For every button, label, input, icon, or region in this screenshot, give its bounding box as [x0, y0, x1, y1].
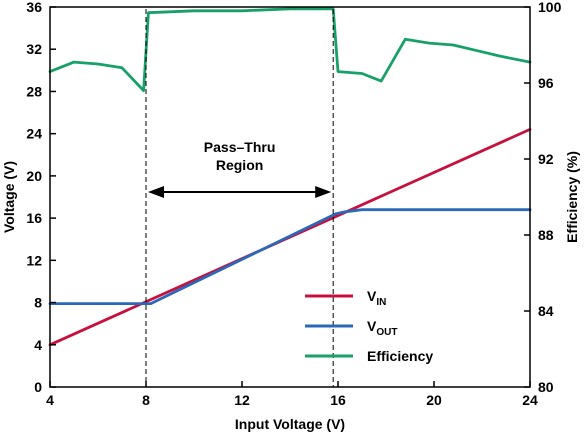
y-tick-label-left: 24 — [26, 126, 42, 142]
y-tick-label-left: 20 — [26, 168, 42, 184]
y-tick-label-right: 88 — [538, 227, 554, 243]
axis-ticks — [49, 6, 531, 388]
y-tick-label-left: 0 — [34, 379, 42, 395]
y-tick-label-left: 28 — [26, 83, 42, 99]
legend-label-vin: VIN — [367, 288, 386, 308]
pass-thru-region-lines — [145, 9, 334, 387]
x-tick-label: 8 — [142, 392, 150, 408]
x-tick-label: 12 — [234, 392, 250, 408]
y-tick-label-left: 8 — [34, 295, 42, 311]
y-tick-label-right: 80 — [538, 379, 554, 395]
y-axis-right-title: Efficiency (%) — [564, 151, 580, 243]
series-line-vout — [48, 208, 532, 306]
x-tick-label: 20 — [426, 392, 442, 408]
y-tick-label-left: 16 — [26, 210, 42, 226]
y-tick-label-right: 96 — [538, 75, 554, 91]
x-axis-title: Input Voltage (V) — [235, 416, 345, 432]
y-tick-label-right: 100 — [538, 0, 562, 15]
annotation-line-2: Region — [216, 157, 263, 173]
annotation-double-arrow — [148, 186, 332, 198]
series-line-efficiency — [48, 7, 532, 92]
legend-label-vout: VOUT — [367, 318, 397, 338]
pass-thru-annotation: Pass–Thru Region — [148, 139, 332, 198]
plot-frame — [49, 6, 531, 388]
annotation-line-1: Pass–Thru — [204, 139, 276, 155]
plot-series — [48, 7, 532, 347]
y-tick-label-left: 36 — [26, 0, 42, 15]
legend: VIN VOUT Efficiency — [305, 288, 433, 364]
y-axis-left-title: Voltage (V) — [1, 161, 17, 233]
arrow-head-left — [148, 186, 164, 198]
arrow-head-right — [315, 186, 332, 198]
y-tick-label-right: 84 — [538, 303, 554, 319]
x-tick-label: 24 — [522, 392, 538, 408]
y-tick-label-right: 92 — [538, 151, 554, 167]
y-tick-label-left: 32 — [26, 41, 42, 57]
y-tick-label-left: 4 — [34, 337, 42, 353]
x-tick-label: 16 — [330, 392, 346, 408]
legend-label-efficiency: Efficiency — [367, 348, 433, 364]
y-tick-label-left: 12 — [26, 252, 42, 268]
x-tick-label: 4 — [46, 392, 54, 408]
